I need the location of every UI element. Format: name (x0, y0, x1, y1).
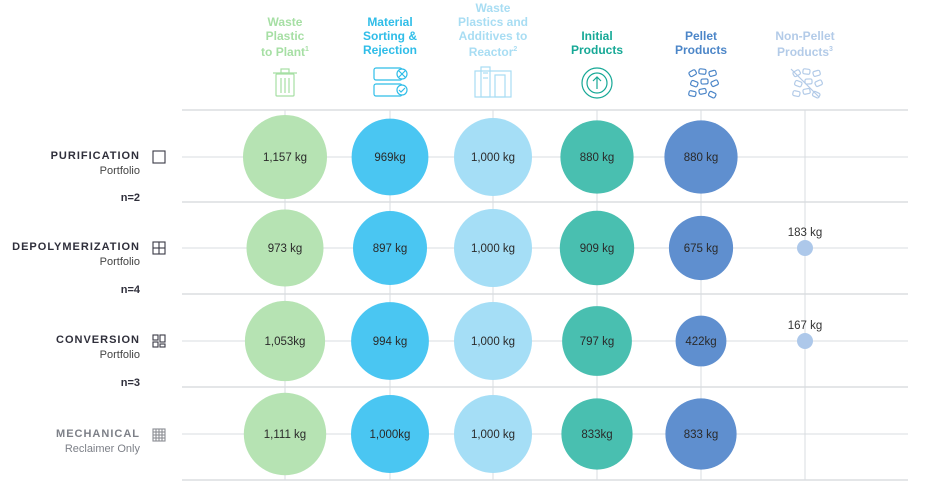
bubble (243, 115, 327, 199)
row-sample-size: n=2 (120, 192, 140, 204)
column-header-line: Waste (267, 15, 303, 29)
column-header: Non-Pellet Products3 (750, 29, 860, 59)
square-outline-icon (152, 150, 166, 164)
bubble (454, 395, 532, 473)
column-header-line: Waste (475, 1, 511, 15)
bubble (353, 211, 427, 285)
bubble-label: 1,000 kg (471, 243, 515, 255)
bubble (246, 209, 324, 287)
bubble-label: 1,000 kg (471, 336, 515, 348)
column-header: Initial Products (542, 29, 652, 57)
bubble (244, 300, 326, 382)
column-header: Material Sorting & Rejection (335, 15, 445, 57)
non-pellets-icon (790, 68, 823, 99)
row-label-conversion: CONVERSION Portfolio (56, 334, 140, 361)
bubble (454, 118, 532, 196)
column-header: Waste Plastic to Plant1 (230, 15, 340, 59)
column-header-line: Products (674, 43, 727, 57)
column-header-line: to Plant (261, 45, 306, 59)
bubble-label: 880 kg (580, 152, 615, 164)
arrow-up-circle-icon (581, 67, 613, 99)
bubble-non-pellet (797, 333, 813, 349)
bubble (351, 118, 429, 196)
bubble (454, 302, 532, 380)
bubble-label: 675 kg (684, 243, 719, 255)
row-subtitle: Portfolio (99, 256, 140, 268)
conversion-blocks-icon (152, 334, 166, 348)
bubble-label: 973 kg (268, 243, 303, 255)
column-header: Waste Plastics and Additives to Reactor2 (438, 1, 548, 59)
row-label-mechanical: MECHANICAL Reclaimer Only (56, 428, 140, 455)
column-header-line: Sorting & (363, 29, 417, 43)
bubble-label: 994 kg (373, 336, 408, 348)
bubble-label: 969kg (374, 152, 405, 164)
row-subtitle: Reclaimer Only (64, 443, 140, 455)
column-header-line: Rejection (362, 43, 417, 57)
column-header-line: Pellet (684, 29, 717, 43)
column-header-line: Plastic (265, 29, 305, 43)
bubble-label: 909 kg (580, 243, 615, 255)
column-header-line: Reactor (468, 45, 514, 59)
column-header-line: Initial (581, 29, 613, 43)
bubble-label: 1,111 kg (264, 429, 306, 441)
column-header-line: Products (777, 45, 830, 59)
footnote-mark: 3 (829, 46, 833, 53)
row-label-purification: PURIFICATION Portfolio (51, 150, 140, 177)
bubble (560, 120, 634, 194)
column-header: Pellet Products (646, 29, 756, 57)
bubble-label: 797 kg (580, 336, 615, 348)
bubble-non-pellet (797, 240, 813, 256)
row-name: MECHANICAL (56, 428, 140, 440)
bubble-label: 833 kg (684, 429, 719, 441)
row-name: DEPOLYMERIZATION (12, 241, 140, 253)
reactor-icon (474, 66, 512, 98)
bubble (351, 302, 429, 380)
bubble-label: 183 kg (788, 227, 823, 239)
pellets-icon (688, 68, 719, 99)
row-label-depolymerization: DEPOLYMERIZATION Portfolio (12, 241, 140, 268)
footnote-mark: 1 (305, 46, 309, 53)
bubble (664, 120, 738, 194)
bubble-label: 1,000 kg (471, 152, 515, 164)
bubble (243, 392, 327, 476)
footnote-mark: 2 (513, 46, 518, 53)
sorting-bins-icon (373, 67, 408, 97)
trash-bin-icon (273, 68, 297, 97)
row-subtitle: Portfolio (99, 165, 140, 177)
column-header-line: Plastics and (457, 15, 529, 29)
bubble (559, 210, 635, 286)
grid-four-icon (152, 241, 166, 255)
bubble-label: 897 kg (373, 243, 408, 255)
bubble (665, 398, 737, 470)
bubble-label: 1,157 kg (263, 152, 307, 164)
column-header-line: Non-Pellet (775, 29, 835, 43)
column-header-line: Additives to (458, 29, 528, 43)
bubble-label: 1,053kg (265, 336, 306, 348)
bubble-label: 1,000 kg (471, 429, 515, 441)
bubble (675, 315, 727, 367)
bubble-label: 167 kg (788, 320, 823, 332)
bubble (351, 395, 429, 473)
bubble-label: 1,000kg (370, 429, 411, 441)
bubble (561, 398, 633, 470)
bubble-label: 833kg (581, 429, 612, 441)
bubble-label: 880 kg (684, 152, 719, 164)
bubble (454, 209, 532, 287)
row-name: PURIFICATION (50, 150, 140, 162)
row-name: CONVERSION (56, 334, 140, 346)
bubble-label: 422kg (685, 336, 716, 348)
dense-grid-icon (152, 428, 166, 442)
bubble (562, 306, 632, 376)
row-sample-size: n=4 (120, 284, 140, 296)
column-header-line: Products (570, 43, 623, 57)
row-sample-size: n=3 (120, 377, 140, 389)
column-header-line: Material (367, 15, 413, 29)
row-subtitle: Portfolio (99, 349, 140, 361)
bubble (668, 215, 734, 281)
